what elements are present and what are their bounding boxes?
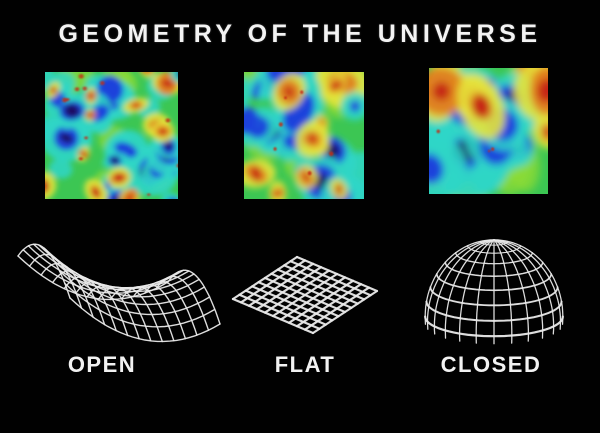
cmb-map-open <box>45 72 178 199</box>
page-title: GEOMETRY OF THE UNIVERSE <box>58 20 542 48</box>
label-flat: FLAT <box>274 352 336 377</box>
label-open: OPEN <box>67 352 137 377</box>
label-closed: CLOSED <box>440 352 542 377</box>
cmb-map-flat <box>244 72 364 199</box>
cmb-map-closed <box>429 68 548 194</box>
flat-plane-wireframe <box>225 251 385 339</box>
open-saddle-wireframe <box>16 240 228 345</box>
closed-dome-wireframe <box>418 230 570 348</box>
